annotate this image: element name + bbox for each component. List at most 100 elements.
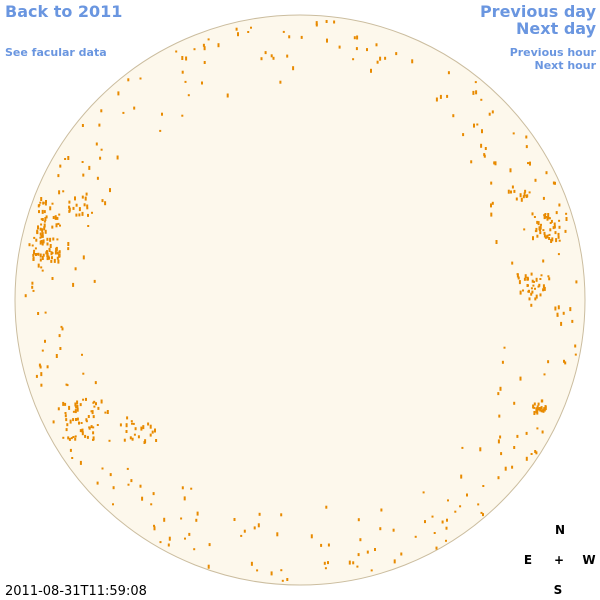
facula xyxy=(513,189,516,193)
facula xyxy=(542,408,545,413)
facula xyxy=(357,553,360,557)
facula xyxy=(374,548,376,551)
facula xyxy=(537,285,540,288)
facula xyxy=(517,276,520,280)
facula xyxy=(39,253,42,258)
facula xyxy=(44,339,46,343)
facula xyxy=(74,267,77,271)
facula xyxy=(180,517,183,520)
facula xyxy=(72,436,75,438)
facula xyxy=(81,353,83,356)
compass-south: S xyxy=(554,583,563,597)
facula xyxy=(86,207,89,210)
facula xyxy=(60,325,63,328)
facula xyxy=(41,218,44,221)
facula xyxy=(42,239,45,244)
facula xyxy=(82,372,85,375)
facula xyxy=(359,538,362,542)
facula xyxy=(141,496,144,501)
facula xyxy=(41,209,44,214)
facula xyxy=(510,190,512,194)
facula xyxy=(54,216,57,220)
facula xyxy=(490,203,492,208)
facula xyxy=(54,250,57,255)
facula xyxy=(40,197,43,201)
facula xyxy=(43,226,46,231)
facula xyxy=(480,511,483,514)
facula xyxy=(353,36,356,40)
facula xyxy=(563,359,565,363)
facula xyxy=(481,129,483,134)
next-day-link[interactable]: Next day xyxy=(516,19,597,38)
facula xyxy=(41,241,44,246)
facula xyxy=(446,518,448,522)
facula xyxy=(70,437,73,440)
facula xyxy=(490,212,493,217)
facula xyxy=(74,402,77,407)
facula xyxy=(281,579,284,582)
facula xyxy=(88,165,91,170)
facula xyxy=(64,414,67,418)
facula xyxy=(574,353,577,356)
facula xyxy=(520,197,523,202)
facula xyxy=(101,199,104,203)
facula xyxy=(163,517,166,522)
facula xyxy=(51,277,54,280)
back-link[interactable]: Back to 2011 xyxy=(5,2,122,21)
facular-data-link[interactable]: See facular data xyxy=(5,46,107,59)
facula xyxy=(525,431,528,435)
facula xyxy=(338,45,341,49)
facula xyxy=(92,415,95,419)
facula xyxy=(525,195,528,198)
next-hour-link[interactable]: Next hour xyxy=(535,59,597,72)
facula xyxy=(441,520,444,524)
facula xyxy=(352,561,355,565)
facula xyxy=(286,578,289,581)
facula xyxy=(32,289,35,292)
facula xyxy=(543,409,546,412)
facula xyxy=(37,312,40,315)
facula xyxy=(527,284,529,287)
facula xyxy=(46,252,49,256)
facula xyxy=(491,110,494,114)
facula xyxy=(66,384,69,387)
facula xyxy=(483,153,486,157)
facula xyxy=(94,381,97,385)
facula xyxy=(447,71,450,75)
facula xyxy=(535,451,538,455)
facula xyxy=(507,189,510,194)
facula xyxy=(575,280,578,284)
facula xyxy=(519,193,522,198)
facula xyxy=(144,439,147,444)
facula xyxy=(554,231,557,235)
facula xyxy=(528,191,531,194)
facula xyxy=(540,399,543,403)
facula xyxy=(516,434,519,438)
facula xyxy=(39,258,42,262)
facula xyxy=(511,261,514,265)
facula xyxy=(545,235,548,239)
facula xyxy=(333,20,336,24)
facula xyxy=(476,123,479,126)
facula xyxy=(203,46,206,51)
facula xyxy=(557,232,560,236)
facula xyxy=(193,548,196,551)
facula xyxy=(58,213,61,216)
facula xyxy=(28,243,31,247)
facula xyxy=(235,27,238,31)
previous-day-link[interactable]: Previous day xyxy=(480,2,597,21)
facula xyxy=(550,239,553,243)
facula xyxy=(539,225,542,230)
facula xyxy=(31,285,34,289)
facula xyxy=(499,435,502,439)
facula xyxy=(411,59,414,64)
facula xyxy=(93,400,96,403)
facula xyxy=(55,223,58,228)
facula xyxy=(565,212,568,215)
facula xyxy=(88,426,91,430)
facula xyxy=(558,203,561,207)
facula xyxy=(558,219,561,222)
previous-hour-link[interactable]: Previous hour xyxy=(510,46,597,59)
facula xyxy=(42,253,45,257)
